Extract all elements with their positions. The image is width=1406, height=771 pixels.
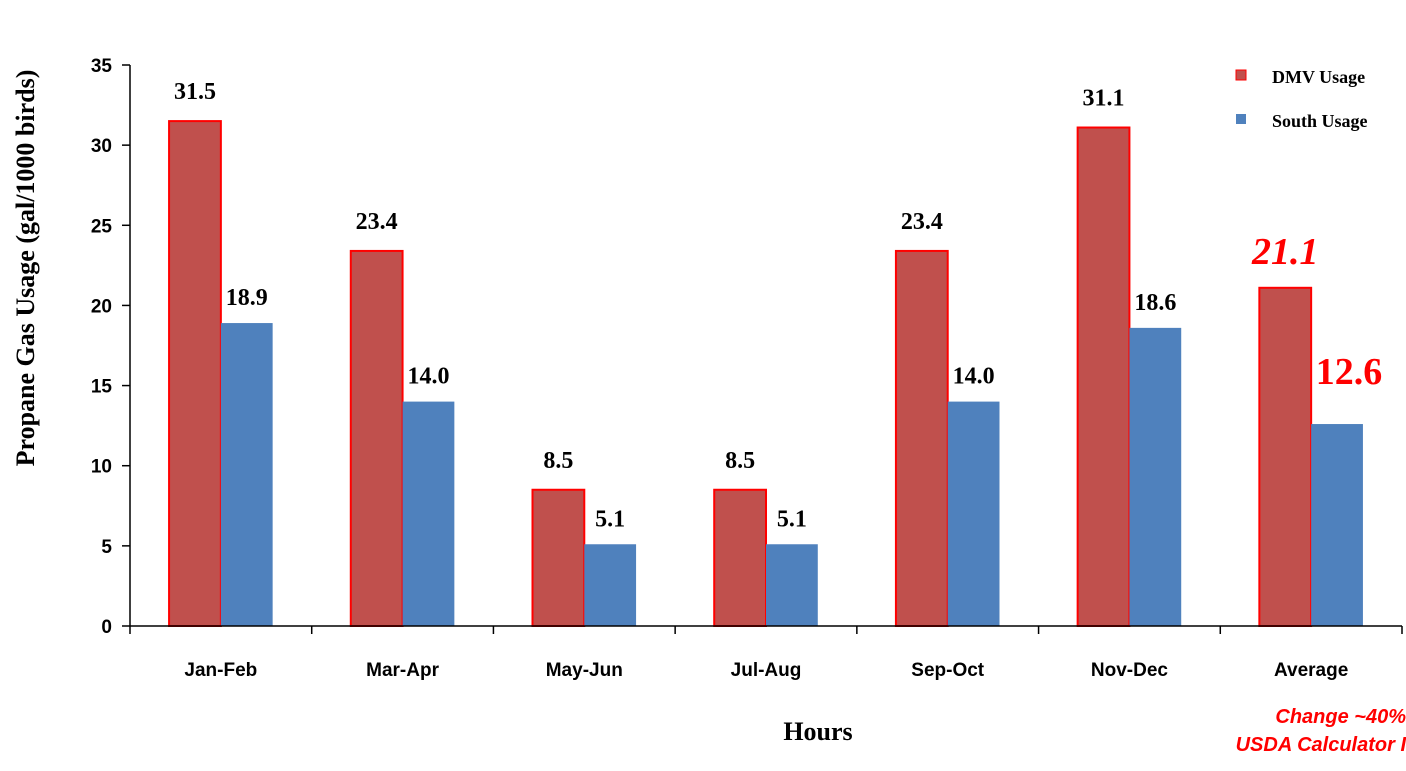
- data-label-dmv-jan-feb: 31.5: [174, 79, 216, 105]
- axes-layer: Jan-Feb Mar-Apr May-Jun Jul-Aug Sep-Oct Nov-D…: [91, 56, 1403, 681]
- bar-dmv-may-jun: [531, 488, 586, 627]
- bar-south-jan-feb: [220, 323, 273, 626]
- data-label-south-sep-oct: 14.0: [953, 364, 995, 390]
- legend-label-south: South Usage: [1272, 111, 1368, 131]
- bar-dmv-sep-oct: [894, 249, 949, 627]
- x-tick-label: Jan-Feb: [184, 660, 257, 681]
- x-axis-title: Hours: [783, 717, 852, 746]
- y-axis-title: Propane Gas Usage (gal/1000 birds): [11, 70, 40, 467]
- annotation-change: Change ~40%: [1275, 706, 1406, 728]
- data-label-dmv-may-jun: 8.5: [543, 448, 573, 474]
- bar-dmv-average: [1258, 286, 1313, 627]
- bar-south-jul-aug: [766, 544, 818, 626]
- bar-dmv-nov-dec: [1076, 126, 1131, 628]
- y-tick-label: 0: [101, 617, 112, 638]
- bar-south-may-jun: [584, 544, 637, 626]
- data-label-south-jan-feb: 18.9: [226, 285, 268, 311]
- data-label-dmv-mar-apr: 23.4: [356, 209, 398, 235]
- bar-dmv-mar-apr: [349, 249, 404, 627]
- y-tick-label: 20: [91, 296, 112, 317]
- bar-south-average: [1311, 424, 1363, 626]
- x-tick-label: Mar-Apr: [366, 660, 439, 681]
- bar-south-nov-dec: [1129, 327, 1182, 626]
- data-label-south-nov-dec: 18.6: [1134, 290, 1176, 316]
- y-tick-label: 35: [91, 56, 113, 77]
- data-label-dmv-sep-oct: 23.4: [901, 209, 943, 235]
- data-label-dmv-average: 21.1: [1251, 231, 1319, 273]
- annotation-usda: USDA Calculator I: [1236, 734, 1406, 756]
- data-label-south-may-jun: 5.1: [595, 506, 625, 532]
- legend: DMV Usage South Usage: [1235, 67, 1368, 131]
- bars-layer: [168, 120, 1363, 628]
- x-tick-label: Sep-Oct: [911, 660, 985, 681]
- data-label-south-mar-apr: 14.0: [407, 364, 449, 390]
- legend-label-dmv: DMV Usage: [1272, 67, 1365, 87]
- y-tick-label: 15: [91, 377, 113, 398]
- labels-layer: 31.5 18.9 23.4 14.0 8.5 5.1 8.5 5.1 23.4 14.0 31.1…: [174, 79, 1382, 532]
- bar-dmv-jul-aug: [713, 488, 767, 627]
- data-label-dmv-nov-dec: 31.1: [1083, 86, 1125, 112]
- x-tick-label: Nov-Dec: [1091, 660, 1169, 681]
- y-tick-label: 25: [91, 216, 113, 237]
- y-tick-label: 5: [101, 537, 112, 558]
- data-label-south-jul-aug: 5.1: [777, 506, 807, 532]
- legend-swatch-south: [1236, 114, 1246, 124]
- bar-south-sep-oct: [947, 401, 1000, 626]
- data-label-south-average: 12.6: [1316, 351, 1383, 393]
- y-tick-label: 30: [91, 136, 112, 157]
- y-tick-label: 10: [91, 457, 112, 478]
- legend-swatch-dmv: [1235, 69, 1247, 81]
- x-tick-label: May-Jun: [546, 660, 623, 681]
- x-tick-label: Average: [1274, 660, 1348, 681]
- bar-south-mar-apr: [402, 401, 455, 626]
- bar-dmv-jan-feb: [168, 120, 222, 627]
- data-label-dmv-jul-aug: 8.5: [725, 448, 755, 474]
- x-tick-label: Jul-Aug: [731, 660, 802, 681]
